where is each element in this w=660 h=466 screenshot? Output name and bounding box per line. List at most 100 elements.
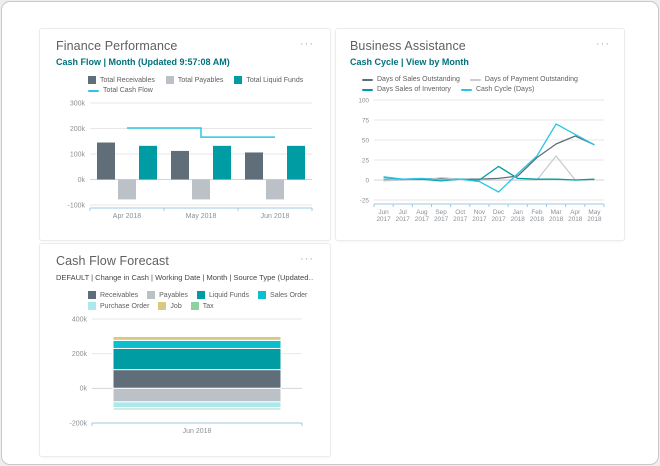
legend-item-tax[interactable]: Tax <box>190 302 214 310</box>
legend-item-liquid-funds[interactable]: Liquid Funds <box>196 291 250 299</box>
legend-item-total-cash-flow[interactable]: Total Cash Flow <box>88 87 153 94</box>
legend-cash-flow-forecast: Receivables Payables Liquid Funds Sales Ord… <box>56 291 314 310</box>
card-menu-icon[interactable]: ··· <box>300 38 314 50</box>
bar-series-total-payables[interactable] <box>118 179 284 200</box>
card-header: Cash Flow Forecast ··· <box>56 253 314 269</box>
x-tick-label: May 2018 <box>587 209 602 223</box>
bar[interactable] <box>118 179 136 200</box>
legend-row: Days of Sales Outstanding Days of Payment… <box>350 76 610 83</box>
stack-segment-liquid-funds[interactable] <box>112 347 282 371</box>
card-cash-flow-forecast: Cash Flow Forecast ··· DEFAULT | Change … <box>39 243 331 457</box>
y-tick-label: 75 <box>362 117 370 124</box>
legend-label: Receivables <box>100 291 139 299</box>
legend-item-total-payables[interactable]: Total Payables <box>165 76 224 84</box>
legend-item-total-receivables[interactable]: Total Receivables <box>88 76 155 84</box>
job-swatch-icon <box>158 302 167 310</box>
legend-label: Total Cash Flow <box>103 87 153 94</box>
legend-label: Days of Sales Outstanding <box>377 76 460 83</box>
x-tick-label: Oct 2017 <box>453 209 468 223</box>
x-tick-label: Jun 2018 <box>183 428 212 435</box>
card-title-finance-performance: Finance Performance <box>56 39 178 53</box>
bar[interactable] <box>97 142 115 180</box>
chart-cash-flow-by-month[interactable]: 300k 200k 100k 0k -100k Apr 2018 May 2018 Jun 2… <box>56 97 314 225</box>
bar[interactable] <box>192 179 210 200</box>
card-menu-icon[interactable]: ··· <box>300 253 314 265</box>
line-cash-cycle-days[interactable] <box>383 123 595 193</box>
x-tick-label: Jul 2017 <box>396 209 411 223</box>
legend-label: Purchase Order <box>100 302 150 310</box>
chart-cash-cycle-by-month[interactable]: 100 75 50 25 0 -25 Jun 2017 Jul 2017 Aug 2017 Sep 201… <box>350 96 610 226</box>
stack-segment-payables[interactable] <box>112 387 282 403</box>
bar[interactable] <box>266 179 284 200</box>
line-days-sales-of-inventory[interactable] <box>383 165 595 182</box>
bar[interactable] <box>245 152 263 180</box>
stack-segment-sales-order[interactable] <box>112 339 282 349</box>
days-sales-of-inventory-swatch-icon <box>362 88 373 91</box>
x-tick-label: May 2018 <box>186 213 217 220</box>
stack-segment-purchase-order[interactable] <box>112 401 282 409</box>
total-cash-flow-swatch-icon <box>88 89 99 92</box>
card-finance-performance: Finance Performance ··· Cash Flow | Mont… <box>39 28 331 241</box>
bar[interactable] <box>287 145 305 180</box>
cash-cycle-days-swatch-icon <box>460 88 472 91</box>
bar[interactable] <box>139 145 157 180</box>
legend-row: Days Sales of Inventory Cash Cycle (Days) <box>350 86 610 93</box>
y-tick-label: 25 <box>362 157 370 164</box>
legend-label: Days Sales of Inventory <box>377 86 451 93</box>
line-days-of-payment-outstanding[interactable] <box>383 155 595 182</box>
card-header: Business Assistance ··· <box>350 38 610 54</box>
y-tick-label: -25 <box>360 197 370 204</box>
x-tick-label: Mar 2018 <box>549 209 564 223</box>
bar-series-total-liquid-funds[interactable] <box>139 145 305 180</box>
legend-item-sales-order[interactable]: Sales Order <box>258 291 307 299</box>
x-tick-label: Jun 2017 <box>376 209 391 223</box>
y-tick-label: 0k <box>80 386 88 393</box>
x-tick-label: Apr 2018 <box>568 209 583 223</box>
legend-item-total-liquid-funds[interactable]: Total Liquid Funds <box>234 76 303 84</box>
legend-item-days-of-payment-outstanding[interactable]: Days of Payment Outstanding <box>469 76 578 83</box>
legend-label: Payables <box>159 291 188 299</box>
days-of-payment-outstanding-swatch-icon <box>469 78 481 81</box>
legend-label: Sales Order <box>270 291 308 299</box>
legend-label: Total Payables <box>177 76 224 84</box>
y-tick-label: 200k <box>72 351 88 358</box>
legend-label: Liquid Funds <box>208 291 250 299</box>
liquid-funds-swatch-icon <box>196 291 205 299</box>
card-menu-icon[interactable]: ··· <box>596 38 610 50</box>
legend-item-days-sales-of-inventory[interactable]: Days Sales of Inventory <box>362 86 451 93</box>
bar[interactable] <box>171 150 189 180</box>
legend-business-assistance: Days of Sales Outstanding Days of Payment… <box>350 76 610 93</box>
stack-segment-job[interactable] <box>112 336 282 341</box>
bar[interactable] <box>213 145 231 180</box>
line-total-cash-flow[interactable] <box>127 127 275 138</box>
legend-item-receivables[interactable]: Receivables <box>88 291 138 299</box>
sales-order-swatch-icon <box>258 291 267 299</box>
y-tick-label: 0k <box>78 177 86 184</box>
y-tick-label: -100k <box>67 202 85 209</box>
stack-segment-tax[interactable] <box>112 407 282 411</box>
x-tick-label: Feb 2018 <box>530 209 545 223</box>
legend-label: Total Liquid Funds <box>246 76 304 84</box>
bar-series-total-receivables[interactable] <box>97 142 263 180</box>
days-of-sales-outstanding-swatch-icon <box>362 78 373 81</box>
x-tick-label: Aug 2017 <box>415 209 430 223</box>
x-tick-label: Nov 2017 <box>472 209 487 223</box>
legend-item-cash-cycle-days[interactable]: Cash Cycle (Days) <box>460 86 534 93</box>
legend-row: Purchase Order Job Tax <box>56 302 314 310</box>
y-tick-label: 300k <box>70 100 86 107</box>
legend-item-days-of-sales-outstanding[interactable]: Days of Sales Outstanding <box>362 76 460 83</box>
legend-item-purchase-order[interactable]: Purchase Order <box>88 302 149 310</box>
stack-segment-receivables[interactable] <box>112 369 282 389</box>
legend-item-payables[interactable]: Payables <box>147 291 188 299</box>
y-tick-label: 0 <box>365 177 369 184</box>
legend-finance-performance: Total Receivables Total Payables Total Liq… <box>56 76 314 94</box>
card-subtitle-cash-flow-month[interactable]: Cash Flow | Month (Updated 9:57:08 AM) <box>56 57 230 67</box>
card-subtitle-cash-cycle[interactable]: Cash Cycle | View by Month <box>350 57 469 67</box>
legend-item-job[interactable]: Job <box>158 302 182 310</box>
y-tick-label: 100k <box>70 151 86 158</box>
y-tick-label: 100 <box>358 97 369 104</box>
legend-label: Tax <box>202 302 214 310</box>
x-tick-label: Jun 2018 <box>261 213 290 220</box>
chart-change-in-cash[interactable]: 400k 200k 0k -200k Jun 2018 <box>56 313 314 443</box>
